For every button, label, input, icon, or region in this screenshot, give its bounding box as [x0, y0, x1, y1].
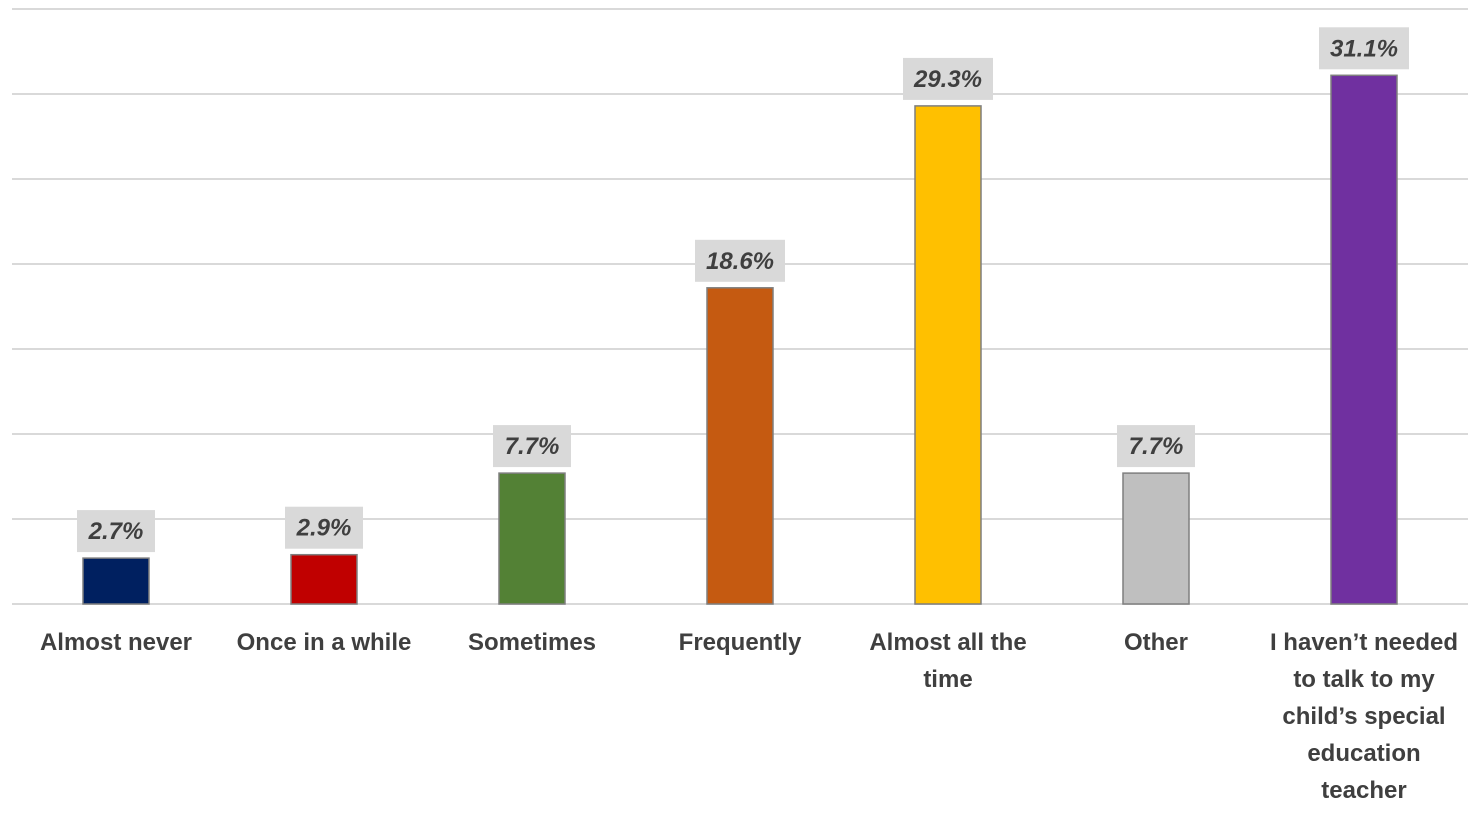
category-label: Almost never [40, 629, 192, 656]
bar [498, 472, 566, 605]
category-label-line: Once in a while [237, 629, 412, 656]
bar [82, 557, 150, 605]
bar [914, 105, 982, 605]
data-labels: 2.7% 2.9% 7.7% 18.6% 29.3% 7.7% 31.1% [77, 27, 1409, 553]
category-label: I haven’t needed to talk to my child’s spe… [1270, 629, 1458, 804]
category-label-line: Almost all the [869, 629, 1026, 656]
data-label: 2.7% [88, 518, 144, 545]
bars [82, 74, 1398, 605]
bar [1330, 74, 1398, 605]
data-label-background [1319, 27, 1409, 70]
category-label: Other [1124, 629, 1188, 656]
category-label: Once in a while [237, 629, 412, 656]
category-label-line: Other [1124, 629, 1188, 656]
data-label: 18.6% [706, 248, 774, 275]
category-label-line: Frequently [679, 629, 802, 656]
category-label: Almost all the time [869, 629, 1026, 693]
data-label: 2.9% [296, 515, 352, 542]
bar [290, 553, 358, 605]
category-label: Frequently [679, 629, 802, 656]
category-label-line: child’s special [1282, 703, 1445, 730]
category-label-line: to talk to my [1293, 666, 1435, 693]
category-label: Sometimes [468, 629, 596, 656]
bar [1122, 472, 1190, 605]
category-label-line: teacher [1321, 777, 1406, 804]
bar [706, 287, 774, 605]
data-label-background [1117, 425, 1195, 468]
data-label: 31.1% [1330, 35, 1398, 62]
data-label: 7.7% [505, 433, 560, 460]
data-label: 29.3% [913, 66, 982, 93]
category-label-line: Sometimes [468, 629, 596, 656]
data-label-background [695, 239, 785, 282]
category-label-line: education [1307, 740, 1420, 767]
data-label-background [903, 57, 993, 100]
category-labels: Almost never Once in a while Sometimes Freq… [40, 629, 1458, 804]
data-label-background [285, 506, 363, 549]
data-label: 7.7% [1129, 433, 1184, 460]
data-label-background [493, 425, 571, 468]
category-label-line: time [923, 666, 972, 693]
data-label-background [77, 510, 155, 553]
category-label-line: I haven’t needed [1270, 629, 1458, 656]
category-label-line: Almost never [40, 629, 192, 656]
